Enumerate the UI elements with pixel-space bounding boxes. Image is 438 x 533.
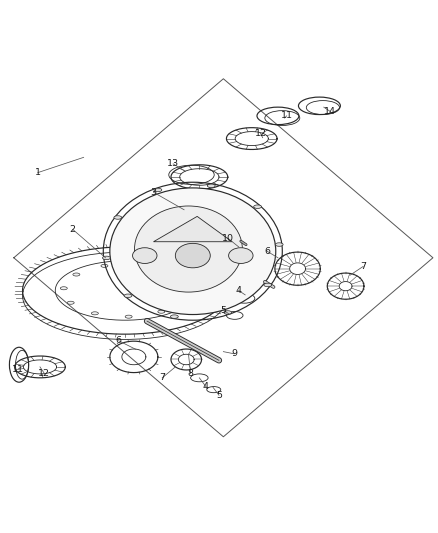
Ellipse shape <box>275 243 283 246</box>
Ellipse shape <box>114 216 122 219</box>
Ellipse shape <box>125 315 132 318</box>
Ellipse shape <box>224 311 232 314</box>
Ellipse shape <box>136 263 142 266</box>
Ellipse shape <box>134 206 242 292</box>
Polygon shape <box>153 216 232 242</box>
Text: 12: 12 <box>254 129 266 138</box>
Ellipse shape <box>207 184 215 188</box>
Text: 5: 5 <box>216 391 222 400</box>
Text: 2: 2 <box>70 225 76 234</box>
Ellipse shape <box>154 188 162 192</box>
Ellipse shape <box>67 301 74 304</box>
Ellipse shape <box>264 283 272 287</box>
Ellipse shape <box>254 205 261 208</box>
Ellipse shape <box>182 284 189 287</box>
Text: 3: 3 <box>150 188 156 197</box>
Text: 9: 9 <box>231 349 237 358</box>
Ellipse shape <box>158 310 165 313</box>
Text: 10: 10 <box>222 233 234 243</box>
Ellipse shape <box>166 271 173 274</box>
Ellipse shape <box>229 248 253 263</box>
Ellipse shape <box>92 312 99 315</box>
Text: 12: 12 <box>39 369 50 378</box>
Text: 7: 7 <box>159 373 165 382</box>
Text: 1: 1 <box>35 168 41 177</box>
Ellipse shape <box>175 244 210 268</box>
Text: 11: 11 <box>281 111 293 120</box>
Ellipse shape <box>170 315 178 318</box>
Text: 11: 11 <box>12 365 24 374</box>
Ellipse shape <box>102 256 110 260</box>
Text: 6: 6 <box>264 247 270 256</box>
Text: 13: 13 <box>167 159 179 168</box>
Text: 5: 5 <box>220 305 226 314</box>
Ellipse shape <box>133 248 157 263</box>
Ellipse shape <box>124 294 132 297</box>
Text: 14: 14 <box>324 107 336 116</box>
Text: 7: 7 <box>360 262 366 271</box>
Ellipse shape <box>73 273 80 276</box>
Ellipse shape <box>101 264 108 268</box>
Text: 6: 6 <box>116 336 122 345</box>
Ellipse shape <box>179 298 186 302</box>
Text: 4: 4 <box>236 286 242 295</box>
Ellipse shape <box>110 188 276 314</box>
Text: 8: 8 <box>187 369 194 378</box>
Ellipse shape <box>60 287 67 290</box>
Text: 4: 4 <box>203 382 209 391</box>
